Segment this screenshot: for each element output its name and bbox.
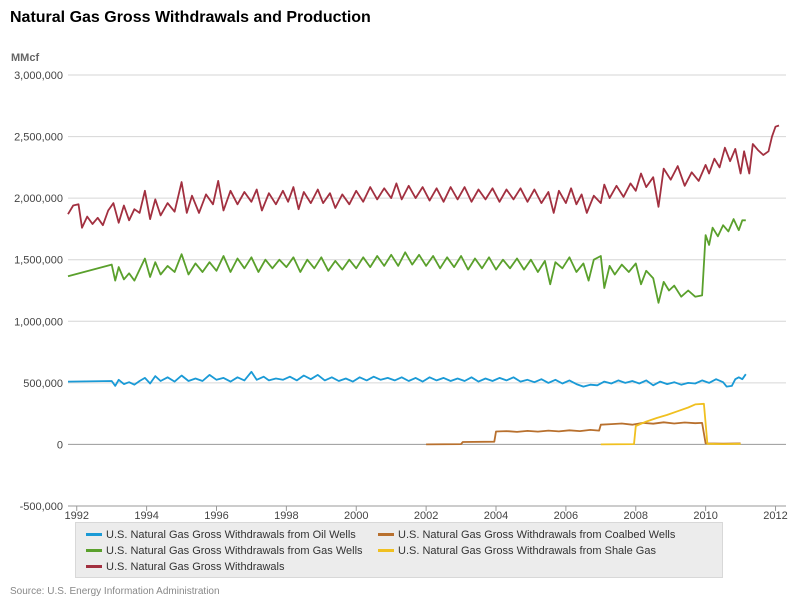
x-tick-label: 2002	[414, 510, 438, 520]
legend-swatch-coalbed-wells	[378, 532, 394, 536]
y-tick-label: -500,000	[20, 501, 63, 513]
source-note: Source: U.S. Energy Information Administ…	[10, 586, 220, 597]
y-tick-label: 2,000,000	[14, 193, 63, 205]
x-tick-label: 1996	[204, 510, 228, 520]
legend-label-oil-wells: U.S. Natural Gas Gross Withdrawals from …	[106, 529, 356, 541]
x-tick-label: 2004	[484, 510, 508, 520]
y-tick-label: 2,500,000	[14, 132, 63, 144]
series-line-shale-gas[interactable]	[600, 402, 741, 446]
x-tick-label: 2000	[344, 510, 368, 520]
legend-swatch-gas-wells	[86, 548, 102, 552]
y-tick-label: 3,000,000	[14, 70, 63, 82]
legend-item-oil-wells[interactable]: U.S. Natural Gas Gross Withdrawals from …	[86, 529, 356, 541]
legend-swatch-total	[86, 564, 102, 568]
legend-label-shale-gas: U.S. Natural Gas Gross Withdrawals from …	[398, 545, 656, 557]
legend-label-gas-wells: U.S. Natural Gas Gross Withdrawals from …	[106, 545, 363, 557]
y-tick-label: 500,000	[23, 378, 63, 390]
legend-item-shale-gas[interactable]: U.S. Natural Gas Gross Withdrawals from …	[378, 545, 656, 557]
legend-label-total: U.S. Natural Gas Gross Withdrawals	[106, 561, 285, 573]
x-axis-ticks: 1992 1994 1996 1998 2000 2002 2004 2006 2008 2010…	[64, 506, 788, 520]
x-tick-label: 1994	[134, 510, 158, 520]
legend-swatch-oil-wells	[86, 532, 102, 536]
series-line-gas-wells[interactable]	[67, 218, 746, 304]
legend-item-total[interactable]: U.S. Natural Gas Gross Withdrawals	[86, 561, 285, 573]
y-axis-unit-label: MMcf	[11, 52, 40, 64]
chart-title: Natural Gas Gross Withdrawals and Produc…	[10, 9, 371, 26]
legend-item-gas-wells[interactable]: U.S. Natural Gas Gross Withdrawals from …	[86, 545, 363, 557]
series-line-oil-wells[interactable]	[67, 370, 747, 388]
chart-legend: U.S. Natural Gas Gross Withdrawals from …	[75, 522, 723, 578]
x-tick-label: 1998	[274, 510, 298, 520]
line-chart: -500,000 0 500,000 1,000,000 1,500,000 2,000,…	[14, 70, 788, 520]
x-tick-label: 2010	[693, 510, 717, 520]
series-lines	[67, 124, 780, 446]
legend-swatch-shale-gas	[378, 548, 394, 552]
x-tick-label: 2008	[624, 510, 648, 520]
y-tick-label: 1,500,000	[14, 255, 63, 267]
y-axis-tick-labels: -500,000 0 500,000 1,000,000 1,500,000 2,000,…	[14, 70, 63, 513]
x-tick-label: 1992	[64, 510, 88, 520]
series-line-coalbed-wells[interactable]	[426, 421, 741, 446]
y-tick-label: 1,000,000	[14, 316, 63, 328]
series-line-total[interactable]	[67, 124, 780, 229]
legend-item-coalbed-wells[interactable]: U.S. Natural Gas Gross Withdrawals from …	[378, 529, 675, 541]
legend-label-coalbed-wells: U.S. Natural Gas Gross Withdrawals from …	[398, 529, 676, 541]
x-tick-label: 2012	[763, 510, 787, 520]
y-tick-label: 0	[57, 439, 63, 451]
x-tick-label: 2006	[554, 510, 578, 520]
